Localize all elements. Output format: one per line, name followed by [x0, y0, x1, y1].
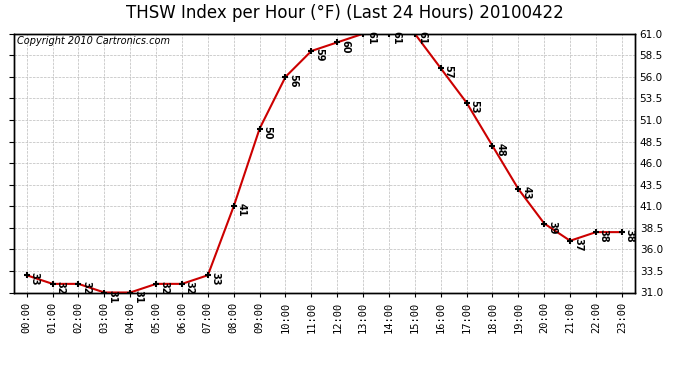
Text: 38: 38: [599, 230, 609, 243]
Text: 31: 31: [107, 290, 117, 303]
Text: 33: 33: [30, 273, 39, 286]
Text: 32: 32: [185, 281, 195, 295]
Text: THSW Index per Hour (°F) (Last 24 Hours) 20100422: THSW Index per Hour (°F) (Last 24 Hours)…: [126, 4, 564, 22]
Text: 41: 41: [237, 204, 246, 217]
Text: 60: 60: [340, 40, 350, 53]
Text: 56: 56: [288, 74, 298, 88]
Text: 43: 43: [521, 186, 531, 200]
Text: 37: 37: [573, 238, 583, 252]
Text: 38: 38: [624, 230, 635, 243]
Text: 61: 61: [392, 31, 402, 45]
Text: 39: 39: [547, 221, 557, 234]
Text: 61: 61: [366, 31, 376, 45]
Text: 59: 59: [314, 48, 324, 62]
Text: 61: 61: [417, 31, 428, 45]
Text: 48: 48: [495, 143, 505, 157]
Text: 32: 32: [159, 281, 169, 295]
Text: 32: 32: [55, 281, 66, 295]
Text: Copyright 2010 Cartronics.com: Copyright 2010 Cartronics.com: [17, 36, 170, 46]
Text: 53: 53: [469, 100, 480, 114]
Text: 31: 31: [133, 290, 143, 303]
Text: 33: 33: [210, 273, 221, 286]
Text: 57: 57: [444, 66, 453, 79]
Text: 32: 32: [81, 281, 91, 295]
Text: 50: 50: [262, 126, 273, 140]
